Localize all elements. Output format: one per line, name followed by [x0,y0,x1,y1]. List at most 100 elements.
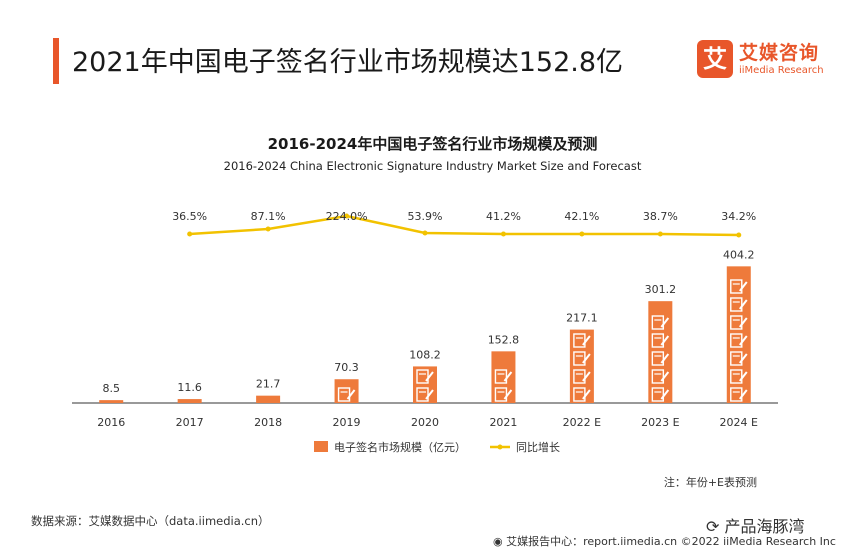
growth-point [579,231,585,237]
pen-icon [425,371,434,382]
document-icon [651,387,665,402]
pen-icon [425,389,434,400]
bar-2017 [177,399,202,403]
document-icon [573,351,586,366]
document-icon [730,351,743,366]
document-icon [730,387,743,402]
x-tick-label: 2018 [254,416,282,429]
pen-icon [738,389,748,400]
bar-value-label: 21.7 [256,378,281,391]
document-icon [730,315,743,330]
growth-value-label: 87.1% [251,210,286,223]
document-icon [651,333,665,348]
growth-point [187,231,193,237]
pen-icon [738,335,748,346]
x-tick-label: 2017 [176,416,204,429]
document-icon [730,333,743,348]
pen-icon [582,389,591,400]
pen-icon [660,335,670,346]
document-icon [651,369,665,384]
title-accent-bar [53,38,59,84]
document-icon [730,369,743,384]
document-icon [573,333,586,348]
brand-name-en: iiMedia Research [739,65,824,76]
document-icon [730,297,743,312]
chart-title: 2016-2024年中国电子签名行业市场规模及预测 [267,135,598,153]
document-icon [651,351,665,366]
document-icon [573,387,586,402]
document-icon [651,315,665,330]
pen-icon [660,371,670,382]
pen-icon [582,371,591,382]
growth-line [189,214,739,237]
pen-icon [738,353,748,364]
growth-value-label: 36.5% [172,210,207,223]
pen-icon [582,335,591,346]
wechat-account-name: 产品海豚湾 [724,517,805,536]
wechat-watermark: ⟳ 产品海豚湾 [706,513,805,537]
pen-icon [738,371,748,382]
bar-value-label: 217.1 [566,312,598,325]
x-tick-label: 2019 [333,416,361,429]
document-icon [337,387,351,402]
page-title: 2021年中国电子签名行业市场规模达152.8亿 [72,47,624,78]
growth-point [500,231,506,237]
document-icon [416,369,429,384]
pen-icon [738,281,748,292]
document-icon [416,387,429,402]
growth-value-label: 38.7% [643,210,678,223]
brand-logo-block: 艾 艾媒咨询 iiMedia Research [697,38,847,84]
x-tick-label: 2016 [97,416,125,429]
chart-subtitle: 2016-2024 China Electronic Signature Ind… [223,159,642,173]
forecast-note: 注：年份+E表预测 [663,476,757,489]
growth-value-label: 42.1% [564,210,599,223]
pen-icon [660,389,670,400]
growth-value-label: 53.9% [408,210,443,223]
pen-icon [582,353,591,364]
brand-name-cn: 艾媒咨询 [739,42,820,64]
legend-line-label: 同比增长 [516,440,560,454]
x-tick-label: 2021 [489,416,517,429]
document-icon [730,279,743,294]
bar-value-label: 404.2 [723,248,755,261]
legend-line-marker [497,444,503,450]
pen-icon [738,299,748,310]
bar-value-label: 152.8 [488,333,520,346]
bar-2018 [256,395,281,403]
bar-2016 [99,400,124,403]
x-tick-label: 2024 E [720,416,758,429]
bar-value-label: 8.5 [102,382,120,395]
bar-value-label: 108.2 [409,348,441,361]
pen-icon [738,317,748,328]
data-source: 数据来源：艾媒数据中心（data.iimedia.cn） [31,514,270,528]
document-icon [573,369,586,384]
bar-value-label: 70.3 [334,361,359,374]
pen-icon [660,353,670,364]
footer-logo-icon: ◉ [493,535,507,548]
pen-icon [503,389,513,400]
bar-2019 [334,379,359,403]
document-icon [494,387,508,402]
pen-icon [346,389,356,400]
growth-point [422,230,428,236]
x-tick-label: 2023 E [641,416,679,429]
pen-icon [660,317,670,328]
bar-value-label: 11.6 [177,381,202,394]
growth-point [265,226,271,232]
bar-value-label: 301.2 [645,283,677,296]
growth-point [344,213,350,219]
growth-value-label: 224.0% [326,210,368,223]
pen-icon [503,371,513,382]
growth-point [657,231,663,237]
brand-logo-icon: 艾 [697,40,733,78]
x-tick-label: 2020 [411,416,439,429]
legend-bar-swatch [314,441,328,452]
report-footer: ◉ 艾媒报告中心：report.iimedia.cn ©2022 iiMedia… [493,533,836,549]
document-icon [494,369,508,384]
legend-bar-label: 电子签名市场规模（亿元） [334,440,466,454]
wechat-icon: ⟳ [706,517,725,536]
x-tick-label: 2022 E [563,416,601,429]
growth-value-label: 34.2% [721,210,756,223]
growth-value-label: 41.2% [486,210,521,223]
